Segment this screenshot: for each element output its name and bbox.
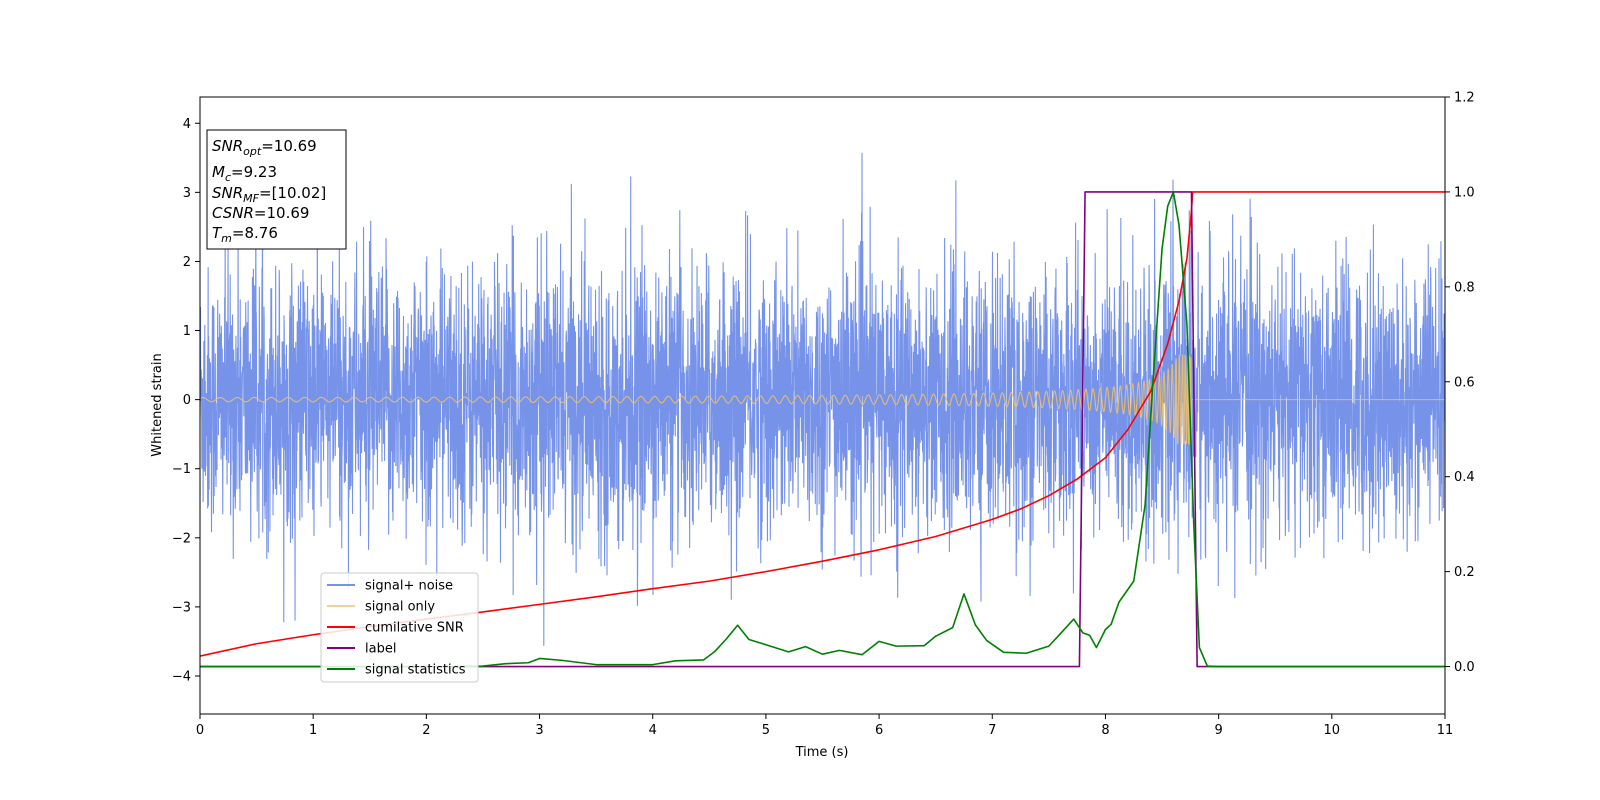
x-tick-label: 10 — [1324, 723, 1341, 738]
plot-frame — [199, 96, 1446, 715]
series-line-signal-plus-noise — [200, 151, 1445, 646]
y-axis-right: 0.0 0.2 0.4 0.6 0.8 1.0 1.2 — [1445, 91, 1475, 675]
annotation-line: SNRopt=10.69 — [212, 137, 317, 158]
x-tick-label: 7 — [988, 723, 996, 738]
y-right-tick-label: 1.0 — [1454, 185, 1475, 200]
y-left-tick-label: 1 — [183, 324, 191, 339]
y-right-tick-label: 0.0 — [1454, 660, 1475, 675]
y-right-tick-label: 1.2 — [1454, 91, 1475, 106]
legend: signal+ noise signal only cumilative SNR la… — [320, 572, 479, 683]
annotation-line: SNRMF=[10.02] — [212, 184, 326, 205]
x-tick-label: 2 — [422, 723, 430, 738]
x-tick-label: 8 — [1101, 723, 1109, 738]
x-tick-label: 11 — [1437, 723, 1454, 738]
x-tick-label: 5 — [762, 723, 770, 738]
series-signal-only — [200, 354, 1445, 446]
y-left-tick-label: 0 — [183, 393, 191, 408]
series-signal-plus-noise — [200, 151, 1445, 646]
annotation-line: CSNR=10.69 — [212, 204, 309, 222]
annotation-line: Mc=9.23 — [212, 163, 277, 184]
y-axis-title: Whitened strain — [150, 353, 165, 456]
x-tick-label: 3 — [535, 723, 543, 738]
legend-label-cumilative-snr: cumilative SNR — [365, 621, 464, 636]
x-axis-title: Time (s) — [795, 745, 849, 760]
legend-label-signal-plus-noise: signal+ noise — [365, 579, 453, 594]
x-tick-label: 6 — [875, 723, 883, 738]
legend-label-label: label — [365, 642, 396, 657]
y-right-tick-label: 0.4 — [1454, 470, 1475, 485]
y-left-tick-label: 2 — [183, 255, 191, 270]
legend-label-signal-statistics: signal statistics — [365, 663, 466, 678]
x-axis: 0 1 2 3 4 5 6 7 8 9 10 11 — [196, 714, 1453, 738]
y-axis-left: −4 −3 −2 −1 0 1 2 3 4 — [172, 117, 200, 684]
x-tick-label: 9 — [1214, 723, 1222, 738]
y-right-tick-label: 0.8 — [1454, 280, 1475, 295]
annotation-line: Tm=8.76 — [212, 224, 278, 245]
legend-frame — [320, 572, 479, 683]
y-left-tick-label: 4 — [183, 117, 191, 132]
y-left-tick-label: 3 — [183, 186, 191, 201]
x-tick-label: 1 — [309, 723, 317, 738]
annotation-box-frame — [206, 129, 347, 250]
legend-label-signal-only: signal only — [365, 600, 435, 615]
x-tick-label: 0 — [196, 723, 204, 738]
y-right-tick-label: 0.2 — [1454, 565, 1475, 580]
x-tick-label: 4 — [649, 723, 657, 738]
y-left-tick-label: −3 — [172, 600, 191, 615]
annotation-box: SNRopt=10.69 Mc=9.23SNRMF=[10.02]CSNR=10.… — [206, 129, 347, 250]
y-right-tick-label: 0.6 — [1454, 375, 1475, 390]
series-line-signal-only — [200, 354, 1445, 446]
series-line-signal-statistics — [200, 191, 1445, 668]
y-left-tick-label: −4 — [172, 669, 191, 684]
y-left-tick-label: −2 — [172, 531, 191, 546]
y-left-tick-label: −1 — [172, 462, 191, 477]
